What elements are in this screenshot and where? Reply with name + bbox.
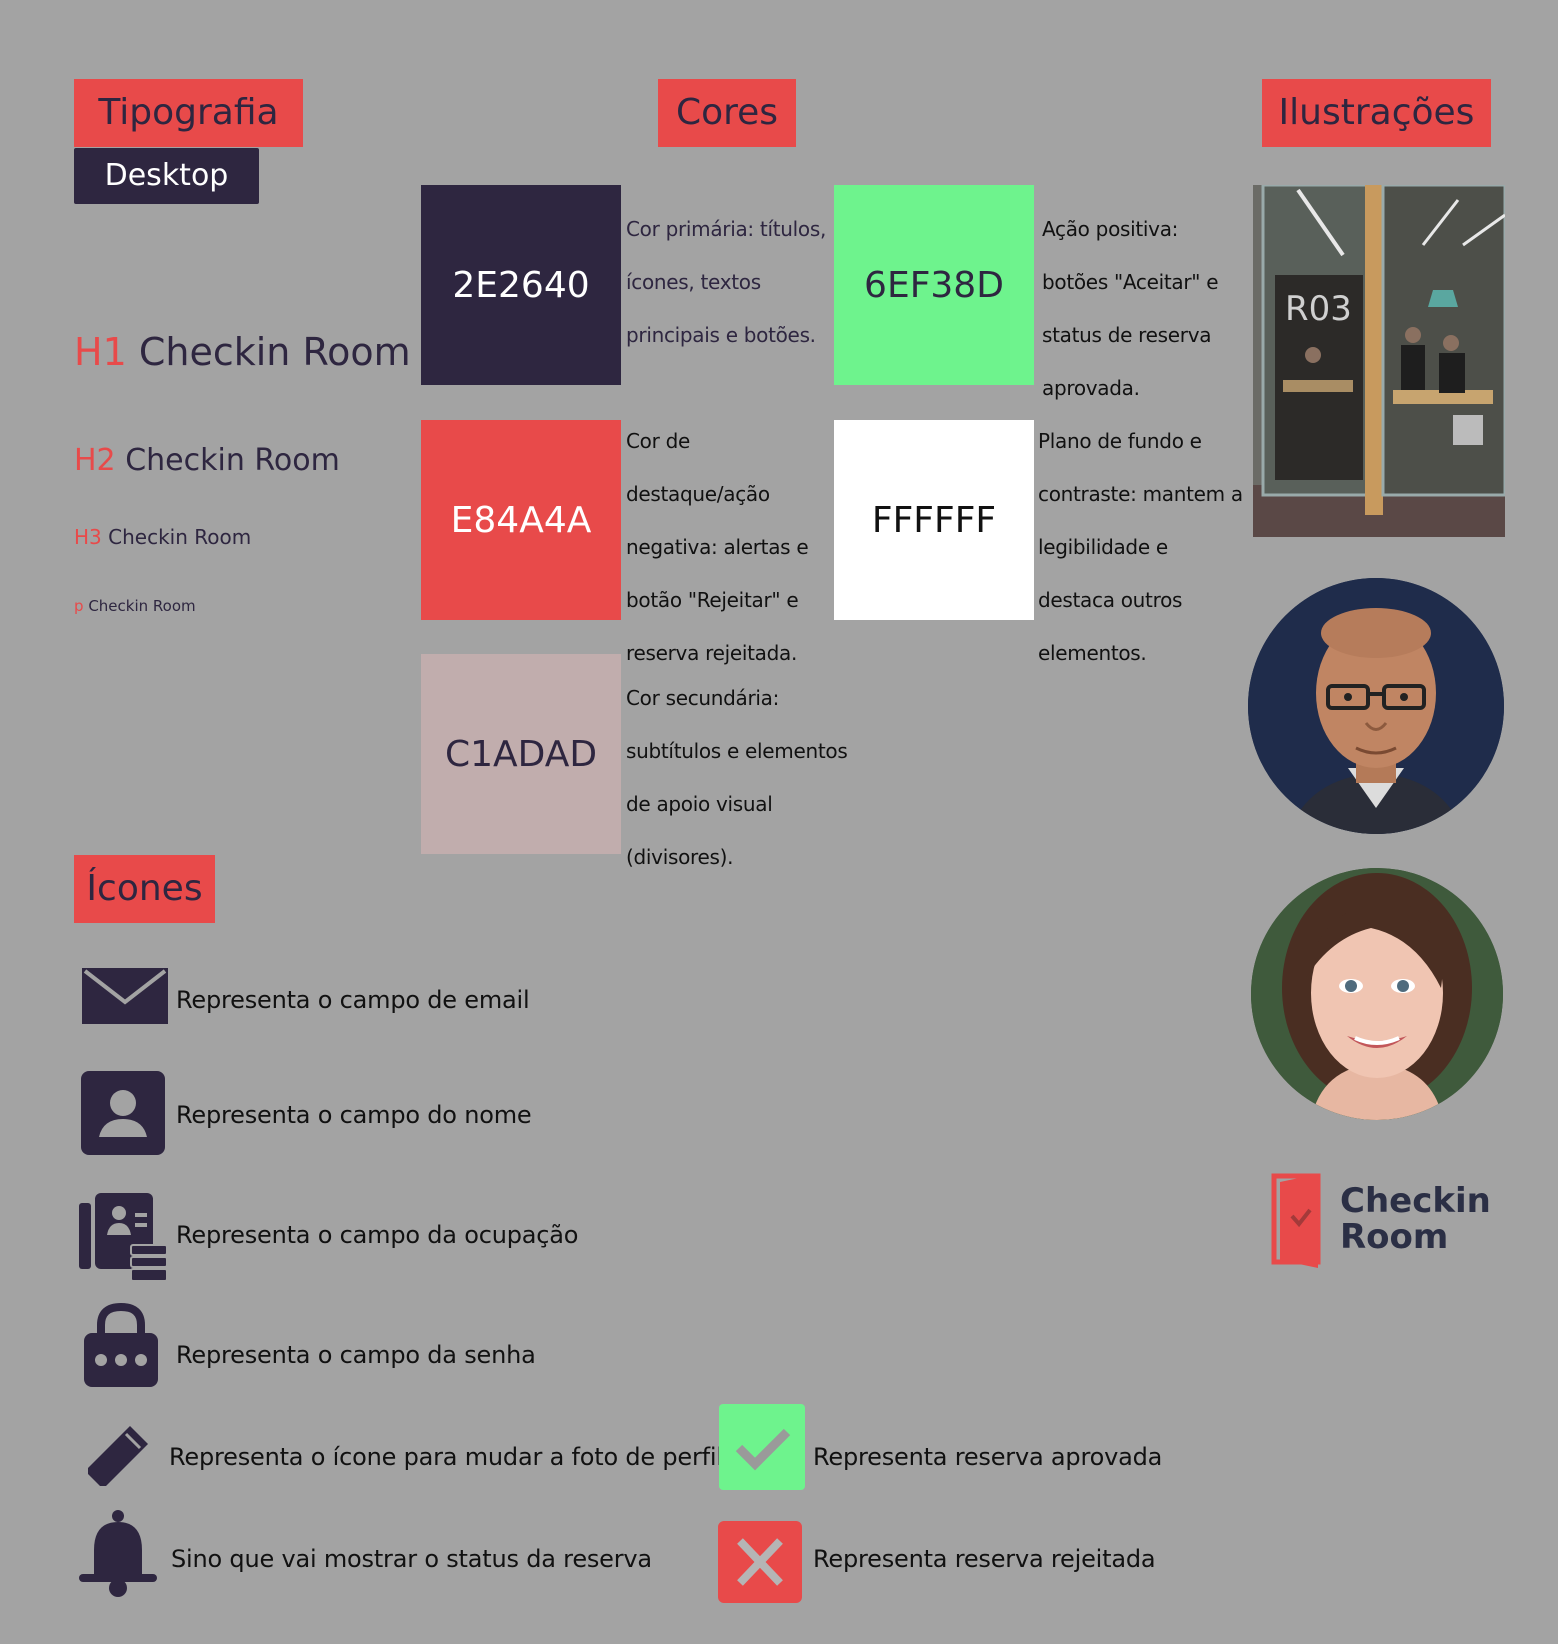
logo-line-2: Room xyxy=(1340,1217,1449,1257)
bell-icon xyxy=(79,1510,157,1602)
meeting-room-photo: R03 xyxy=(1253,185,1505,537)
id-card-icon xyxy=(79,1193,169,1287)
p-sample: p Checkin Room xyxy=(74,597,196,615)
section-title-typography: Tipografia xyxy=(74,79,303,147)
icon-label-occupation: Representa o campo da ocupação xyxy=(176,1221,579,1249)
color-swatch-negative: E84A4A xyxy=(421,420,621,620)
h3-sample: H3 Checkin Room xyxy=(74,525,251,549)
h2-sample: H2 Checkin Room xyxy=(74,443,340,478)
section-title-icons: Ícones xyxy=(74,855,215,923)
p-text: Checkin Room xyxy=(88,597,196,615)
color-swatch-positive: 6EF38D xyxy=(834,185,1034,385)
logo-text: Checkin Room xyxy=(1340,1183,1491,1255)
icon-label-bell: Sino que vai mostrar o status da reserva xyxy=(171,1545,652,1573)
x-icon xyxy=(718,1521,802,1607)
color-desc-background: Plano de fundo e contraste: mantem a leg… xyxy=(1038,429,1243,665)
envelope-icon xyxy=(82,968,168,1028)
color-desc-secondary: Cor secundária: subtítulos e elementos d… xyxy=(626,686,848,869)
color-swatch-secondary: C1ADAD xyxy=(421,654,621,854)
pencil-icon xyxy=(86,1424,150,1492)
icon-label-password: Representa o campo da senha xyxy=(176,1341,536,1369)
desktop-tag: Desktop xyxy=(74,148,259,204)
user-icon xyxy=(81,1071,165,1159)
room-sign: R03 xyxy=(1285,289,1352,329)
color-swatch-background: FFFFFF xyxy=(834,420,1034,620)
color-swatch-primary: 2E2640 xyxy=(421,185,621,385)
check-icon xyxy=(719,1404,805,1494)
h2-text: Checkin Room xyxy=(125,443,340,478)
h1-sample: H1 Checkin Room xyxy=(74,330,411,374)
avatar-man-illustration xyxy=(1248,578,1504,834)
icon-label-email: Representa o campo de email xyxy=(176,986,530,1014)
avatar-woman-illustration xyxy=(1251,868,1503,1120)
h3-tag: H3 xyxy=(74,525,102,549)
p-tag: p xyxy=(74,597,84,615)
icon-label-approved: Representa reserva aprovada xyxy=(813,1443,1163,1471)
h1-text: Checkin Room xyxy=(138,330,411,374)
section-title-colors: Cores xyxy=(658,79,796,147)
h1-tag: H1 xyxy=(74,330,127,374)
color-desc-primary: Cor primária: títulos, ícones, textos pr… xyxy=(626,217,827,347)
door-logo-icon xyxy=(1271,1173,1321,1268)
icon-label-profile-photo: Representa o ícone para mudar a foto de … xyxy=(169,1443,723,1471)
color-desc-positive: Ação positiva: botões "Aceitar" e status… xyxy=(1042,217,1219,400)
color-desc-negative: Cor de destaque/ação negativa: alertas e… xyxy=(626,429,809,665)
section-title-illustrations: Ilustrações xyxy=(1262,79,1491,147)
icon-label-rejected: Representa reserva rejeitada xyxy=(813,1545,1156,1573)
h2-tag: H2 xyxy=(74,443,116,478)
checkin-room-logo: Checkin Room xyxy=(1270,1170,1510,1270)
icon-label-name: Representa o campo do nome xyxy=(176,1101,532,1129)
lock-icon xyxy=(84,1302,158,1391)
logo-line-1: Checkin xyxy=(1340,1181,1491,1221)
h3-text: Checkin Room xyxy=(108,525,252,549)
